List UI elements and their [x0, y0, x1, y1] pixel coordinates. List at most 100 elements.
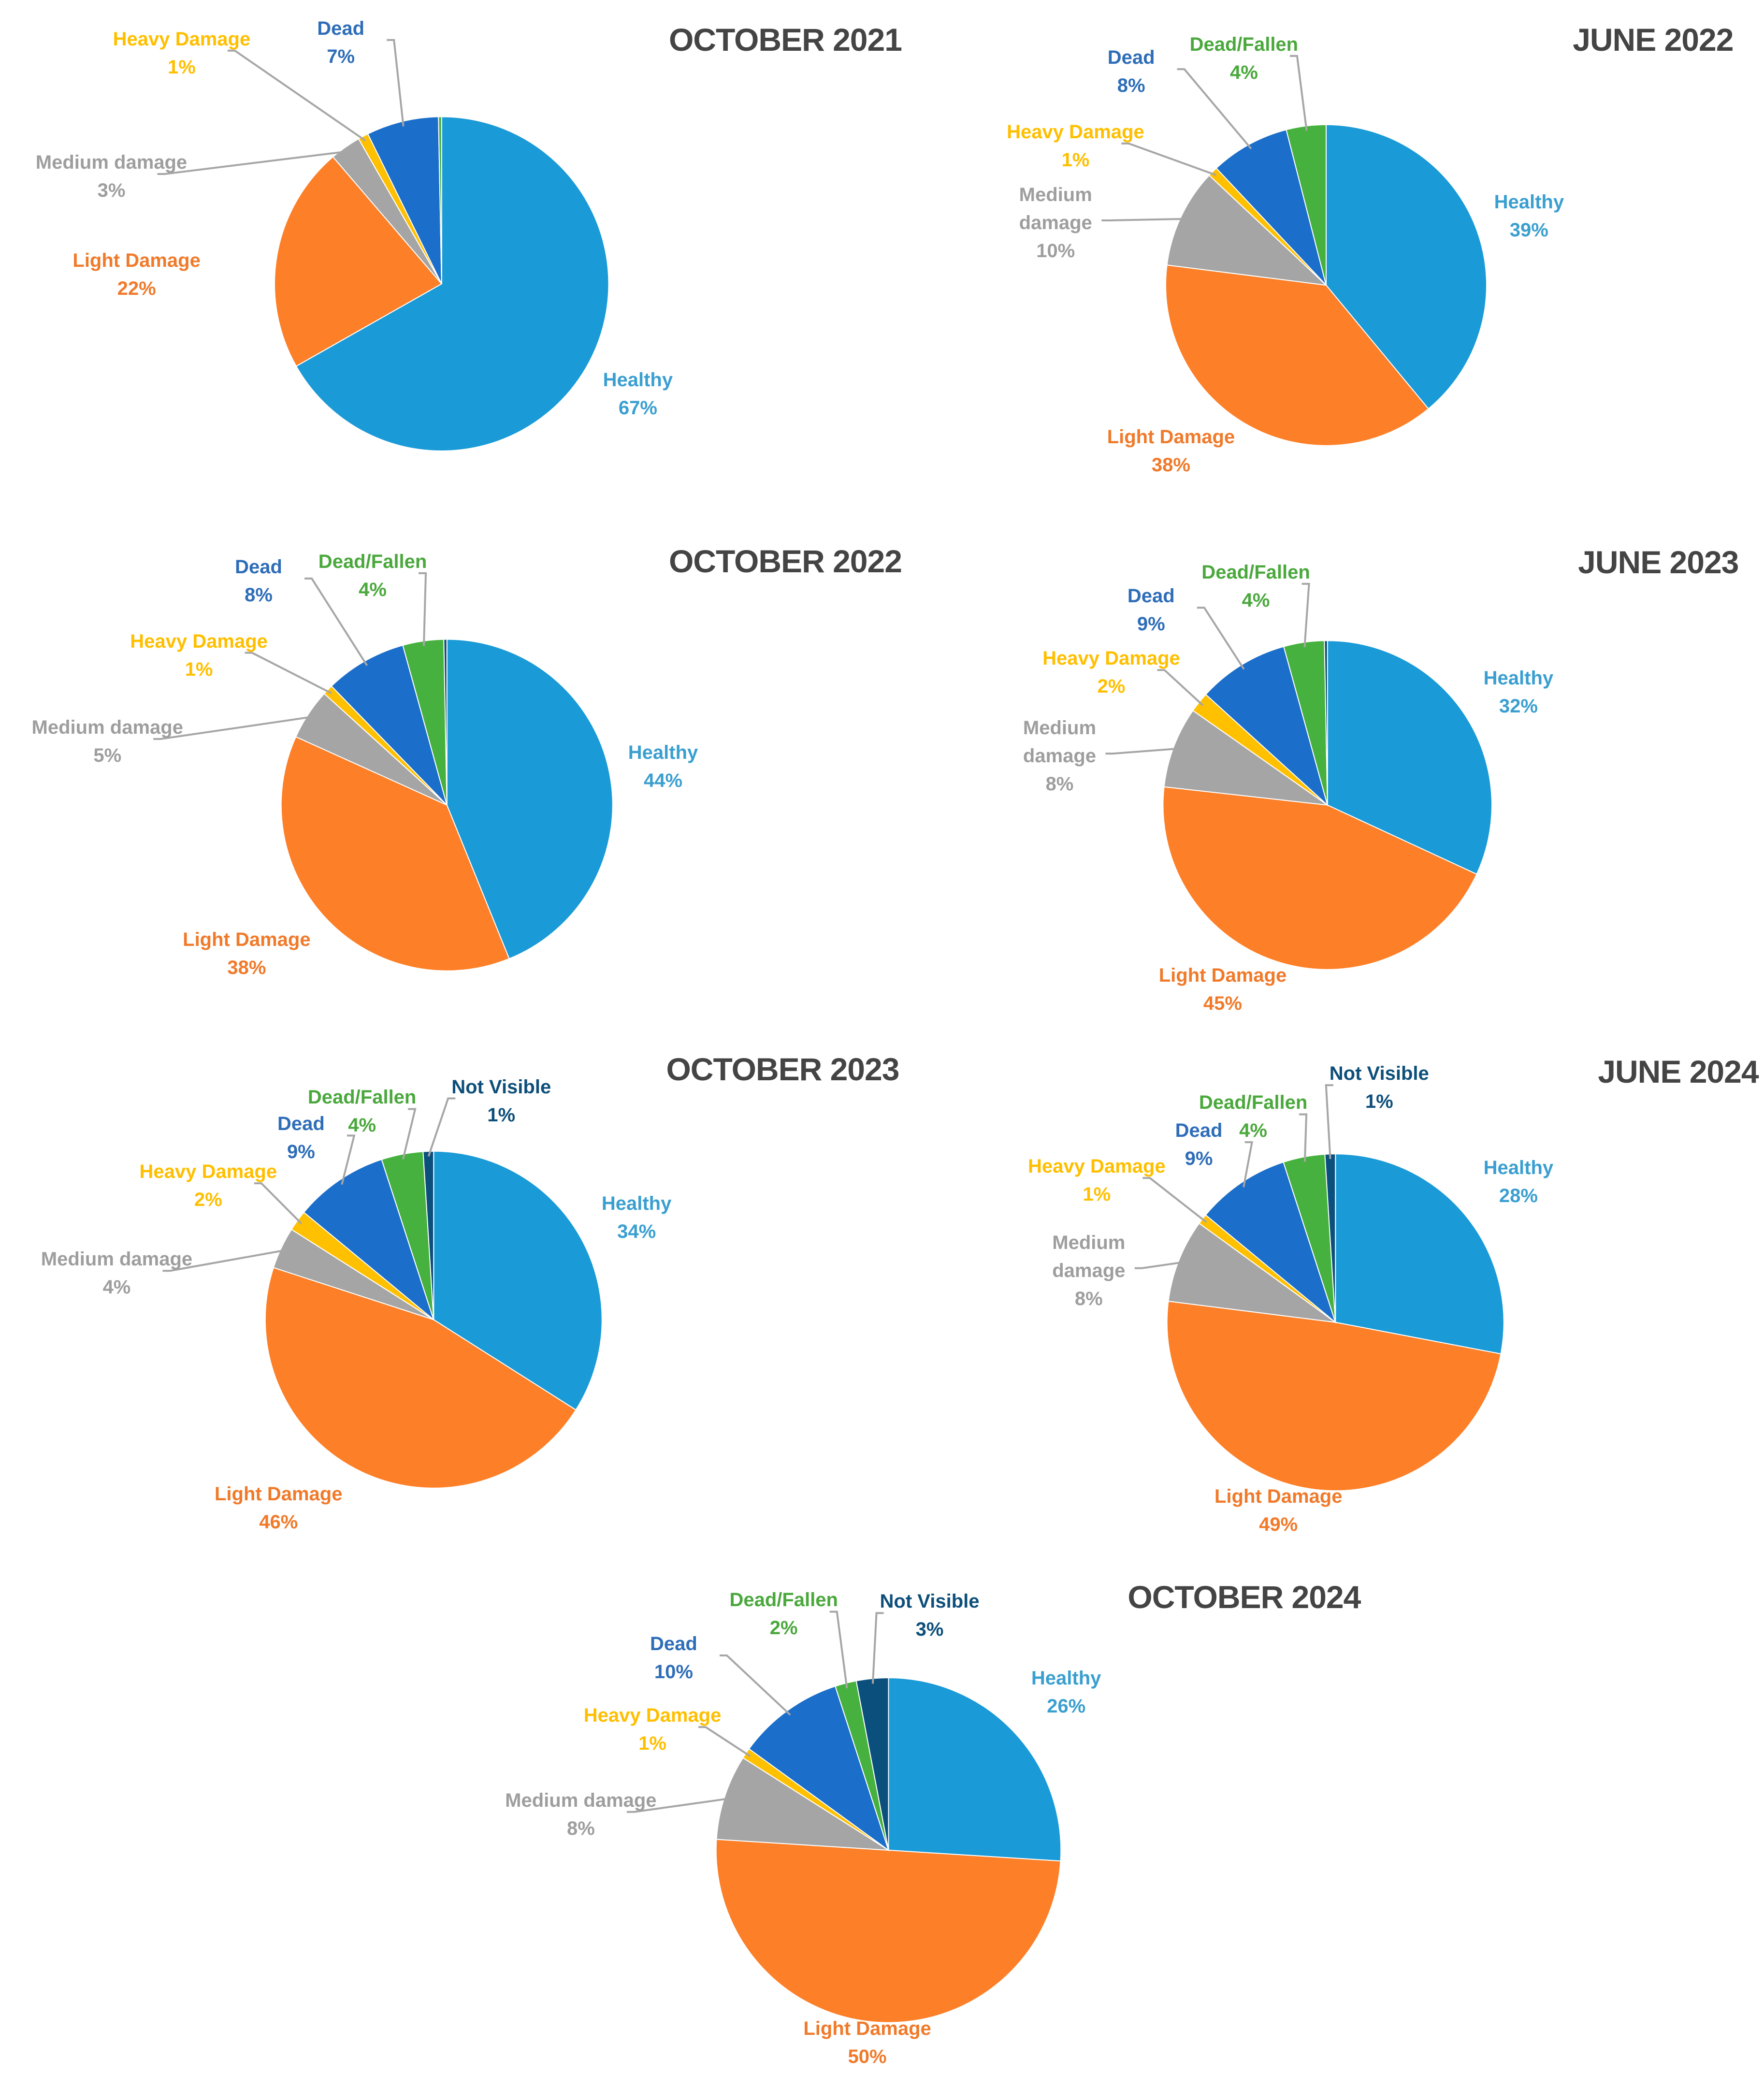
data-label-name: Dead: [1175, 1120, 1223, 1142]
slice-light-damage: [264, 1267, 577, 1489]
leader-line: [227, 49, 366, 142]
data-label-light-damage: Light Damage 46%: [215, 1480, 342, 1536]
slice-medium-damage: [1168, 1222, 1336, 1323]
data-label-medium-damage: Medium damage 10%: [1007, 181, 1104, 265]
leader-line: [1197, 607, 1245, 670]
data-label-value: 2%: [769, 1617, 798, 1639]
data-label-value: 5%: [93, 744, 122, 766]
leader-line: [153, 716, 313, 740]
slice-healthy: [433, 1150, 603, 1411]
data-label-not-visible: Not Visible 1%: [451, 1073, 551, 1129]
data-label-value: 38%: [227, 957, 266, 978]
slice-light-damage: [1162, 786, 1477, 970]
pie-june: [1101, 55, 1487, 446]
data-label-name: Healthy: [601, 1192, 672, 1214]
data-label-dead: Dead 9%: [1175, 1117, 1223, 1173]
data-label-name: Heavy Damage: [1027, 1156, 1166, 1177]
data-label-name: Not Visible: [880, 1591, 980, 1612]
data-label-name: Dead/Fallen: [1201, 561, 1310, 583]
leader-line: [427, 1097, 456, 1157]
data-label-value: 4%: [1229, 61, 1258, 83]
slice-medium-damage: [1163, 710, 1328, 806]
leader-line: [157, 150, 348, 175]
data-label-name: Dead: [650, 1633, 697, 1654]
data-label-dead-fallen: Dead/Fallen 4%: [308, 1083, 417, 1139]
leader-line: [341, 1134, 356, 1185]
data-label-name: Dead: [1107, 47, 1155, 69]
data-label-name: Dead: [1127, 585, 1175, 607]
data-label-name: Healthy: [1494, 191, 1564, 213]
data-label-name: Heavy Damage: [1042, 648, 1180, 669]
data-label-name: Dead: [317, 17, 365, 39]
data-label-value: 39%: [1509, 219, 1548, 241]
data-label-light-damage: Light Damage 22%: [72, 247, 200, 303]
data-label-value: 32%: [1499, 696, 1538, 717]
data-label-light-damage: Light Damage 45%: [1159, 961, 1287, 1017]
data-label-value: 9%: [1137, 613, 1165, 635]
data-label-healthy: Healthy 44%: [628, 739, 698, 795]
leader-line: [1121, 142, 1216, 176]
data-label-heavy-damage: Heavy Damage 1%: [584, 1701, 722, 1757]
data-label-value: 4%: [359, 579, 387, 600]
leader-line: [698, 1726, 751, 1757]
data-label-dead-fallen: Dead/Fallen 2%: [729, 1586, 838, 1642]
leader-line: [1243, 1141, 1253, 1188]
data-label-dead: Dead 7%: [317, 15, 364, 71]
data-label-name: Healthy: [603, 369, 673, 391]
leader-line: [402, 1108, 417, 1160]
data-label-value: 8%: [1045, 773, 1074, 795]
leader-line: [1157, 669, 1204, 706]
slice-not-visible: [1324, 640, 1328, 805]
slice-dead-fallen: [438, 116, 442, 284]
slice-dead: [303, 1159, 435, 1321]
slice-healthy: [1327, 640, 1492, 875]
data-label-value: 45%: [1203, 993, 1242, 1015]
leader-line: [245, 652, 332, 695]
data-label-name: Dead: [277, 1113, 325, 1135]
data-label-dead: Dead 10%: [650, 1630, 697, 1686]
leader-line: [304, 577, 368, 666]
data-label-medium-damage: Medium damage 4%: [41, 1245, 192, 1301]
data-label-value: 4%: [1242, 589, 1270, 611]
data-label-name: Healthy: [1483, 1157, 1554, 1178]
slice-healthy: [888, 1677, 1062, 1862]
data-label-name: Healthy: [628, 742, 698, 764]
data-label-medium-damage: Medium damage 8%: [1011, 714, 1108, 798]
chart-title: JUNE 2022: [1573, 22, 1734, 58]
data-label-name: Not Visible: [451, 1076, 551, 1098]
data-label-value: 8%: [245, 584, 273, 606]
data-label-value: 1%: [1083, 1184, 1111, 1205]
chart-title: OCTOBER 2021: [668, 22, 902, 58]
data-label-value: 26%: [1047, 1696, 1086, 1717]
data-label-name: Light Damage: [183, 929, 311, 950]
slice-light-damage: [280, 736, 510, 972]
data-label-name: Light Damage: [1214, 1486, 1343, 1508]
data-label-name: Heavy Damage: [1007, 121, 1144, 143]
data-label-medium-damage: Medium damage 8%: [505, 1786, 656, 1843]
data-label-light-damage: Light Damage 49%: [1215, 1482, 1342, 1538]
slice-healthy: [1326, 124, 1487, 410]
data-label-value: 34%: [617, 1220, 656, 1242]
data-label-value: 9%: [287, 1141, 315, 1163]
data-label-dead: Dead 9%: [1128, 582, 1175, 638]
pie-june: [1105, 582, 1492, 970]
data-label-value: 38%: [1151, 454, 1190, 476]
data-label-value: 2%: [194, 1189, 222, 1211]
data-label-name: Dead/Fallen: [307, 1087, 417, 1108]
leader-line: [162, 1249, 286, 1272]
data-label-dead: Dead 9%: [277, 1110, 325, 1166]
chart-title: JUNE 2024: [1598, 1054, 1759, 1090]
data-label-name: Dead/Fallen: [1199, 1092, 1308, 1114]
leader-line: [1101, 218, 1186, 221]
data-label-dead: Dead 8%: [235, 553, 282, 609]
data-label-name: Healthy: [1031, 1668, 1101, 1689]
data-label-name: Light Damage: [803, 2017, 931, 2039]
data-label-value: 67%: [618, 397, 657, 419]
data-label-medium-damage: Medium damage 3%: [36, 148, 187, 204]
data-label-name: Light Damage: [214, 1483, 343, 1505]
data-label-value: 8%: [566, 1817, 595, 1839]
data-label-name: Healthy: [1483, 667, 1554, 689]
slice-medium-damage: [1166, 174, 1328, 286]
data-label-healthy: Healthy 34%: [602, 1190, 672, 1246]
